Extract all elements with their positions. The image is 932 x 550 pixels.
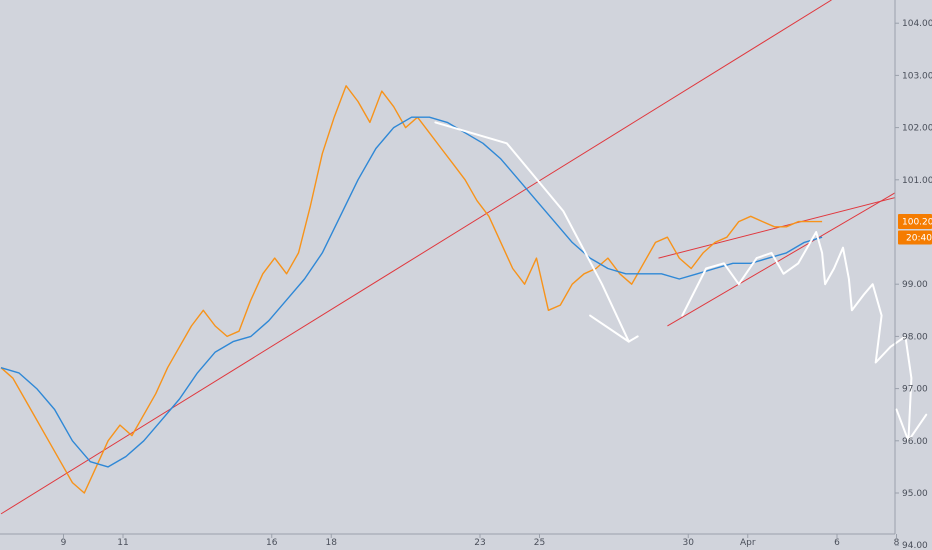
y-tick-label: 95.00 bbox=[902, 489, 928, 499]
arrow-head bbox=[589, 314, 630, 343]
y-tick-label: 97.00 bbox=[902, 385, 928, 395]
x-tick-label: 25 bbox=[534, 538, 545, 548]
x-tick-label: 23 bbox=[474, 538, 485, 548]
y-axis-ticks: 104.00 103.00 102.00 101.00 99.00 98.00 97.00 9… bbox=[895, 19, 932, 550]
trendline bbox=[667, 192, 896, 327]
x-tick-label: Apr bbox=[740, 538, 756, 548]
y-tick-label: 103.00 bbox=[902, 71, 932, 81]
annotations-layer bbox=[434, 121, 928, 442]
annotation-arrow bbox=[434, 121, 630, 343]
y-tick-label: 98.00 bbox=[902, 332, 928, 342]
series-layer bbox=[0, 85, 823, 494]
arrow-head bbox=[895, 408, 910, 442]
x-tick-label: 8 bbox=[894, 538, 900, 548]
x-tick-label: 16 bbox=[266, 538, 278, 548]
trendlines-layer bbox=[0, 0, 896, 515]
moving-average-line bbox=[0, 116, 823, 468]
y-tick-label: 101.00 bbox=[902, 176, 932, 186]
price-badge-value: 100.20 bbox=[902, 218, 932, 228]
y-tick-label: 99.00 bbox=[902, 280, 928, 290]
price-badge-countdown: 20:40 bbox=[906, 234, 932, 244]
y-tick-label: 94.00 bbox=[902, 541, 928, 550]
x-tick-label: 9 bbox=[61, 538, 67, 548]
trendline bbox=[658, 197, 896, 259]
y-tick-label: 96.00 bbox=[902, 437, 928, 447]
y-tick-label: 104.00 bbox=[902, 19, 932, 29]
arrow-head bbox=[627, 335, 639, 343]
annotation-arrow bbox=[681, 231, 913, 442]
x-axis-ticks: 9111618232530Apr681315 bbox=[61, 534, 900, 548]
x-tick-label: 6 bbox=[834, 538, 840, 548]
arrow-head bbox=[907, 413, 928, 442]
price-badge: 100.20 20:40 bbox=[898, 214, 932, 245]
price-badge-countdown-bg bbox=[898, 230, 932, 245]
y-tick-label: 102.00 bbox=[902, 124, 932, 134]
x-tick-label: 18 bbox=[326, 538, 338, 548]
price-line bbox=[0, 85, 823, 494]
x-tick-label: 30 bbox=[683, 538, 695, 548]
trendline bbox=[0, 0, 832, 515]
price-badge-value-bg bbox=[898, 214, 932, 230]
x-tick-label: 11 bbox=[117, 538, 128, 548]
